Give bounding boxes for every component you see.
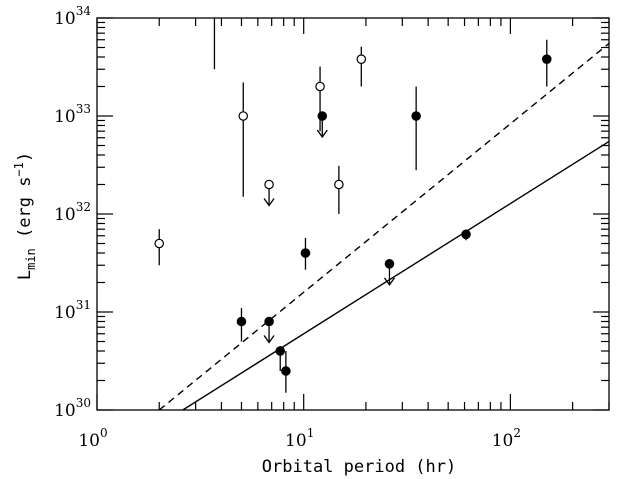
filled-circle-marker bbox=[236, 316, 247, 327]
x-tick-label: 100 bbox=[78, 426, 107, 451]
fit-lines bbox=[158, 42, 609, 410]
data-point bbox=[238, 82, 249, 197]
filled-circle-marker bbox=[317, 111, 328, 121]
filled-circle-marker bbox=[275, 346, 286, 356]
x-tick-label: 102 bbox=[492, 426, 521, 451]
open-circle-marker bbox=[334, 179, 344, 190]
data-point bbox=[541, 39, 552, 87]
data-point bbox=[315, 66, 325, 132]
x-axis-label: Orbital period (hr) bbox=[262, 457, 456, 477]
data-point bbox=[461, 229, 471, 241]
axis-ticks bbox=[96, 17, 610, 411]
data-point bbox=[383, 259, 395, 286]
upper-limit-arrowhead bbox=[383, 277, 395, 286]
data-point bbox=[316, 111, 328, 139]
upper-limit-arrowhead bbox=[316, 129, 328, 139]
filled-circle-marker bbox=[411, 111, 421, 121]
y-axis-label-sup: −1 bbox=[12, 162, 26, 176]
data-point bbox=[356, 46, 367, 87]
data-point bbox=[300, 237, 311, 270]
y-tick-label: 1034 bbox=[54, 4, 91, 29]
data-point bbox=[263, 316, 275, 344]
y-axis-label-end: ) bbox=[15, 152, 35, 162]
y-tick-label: 1032 bbox=[54, 200, 91, 225]
data-point bbox=[263, 179, 275, 207]
open-circle-marker bbox=[356, 54, 367, 64]
open-circle-marker bbox=[315, 81, 325, 92]
data-point bbox=[334, 165, 344, 214]
data-points bbox=[154, 18, 552, 393]
data-point bbox=[275, 345, 286, 372]
filled-circle-marker bbox=[384, 259, 395, 269]
solid-line bbox=[182, 140, 609, 410]
filled-circle-marker bbox=[264, 316, 274, 327]
data-point bbox=[281, 350, 291, 393]
y-axis-label-sub: min bbox=[24, 248, 38, 270]
dashed-line bbox=[158, 42, 609, 410]
upper-limit-arrowhead bbox=[263, 198, 275, 207]
y-tick-label: 1033 bbox=[54, 102, 91, 127]
data-point bbox=[411, 86, 421, 171]
open-circle-marker bbox=[238, 111, 249, 121]
filled-circle-marker bbox=[461, 229, 471, 240]
plot-frame bbox=[96, 17, 610, 411]
y-tick-label: 1030 bbox=[54, 396, 91, 421]
filled-circle-marker bbox=[300, 248, 311, 258]
y-axis-label-main: L bbox=[15, 270, 35, 280]
x-tick-label: 101 bbox=[285, 426, 314, 451]
upper-limit-arrowhead bbox=[263, 335, 275, 344]
data-point bbox=[154, 229, 165, 266]
filled-circle-marker bbox=[281, 366, 291, 376]
filled-circle-marker bbox=[541, 54, 552, 64]
y-axis-label: Lmin (erg s−1) bbox=[12, 152, 38, 280]
tick-labels: 100 101 102 1030 1031 1032 1033 1034 bbox=[54, 4, 521, 451]
y-tick-label: 1031 bbox=[54, 298, 91, 323]
data-point bbox=[236, 307, 247, 342]
y-axis-label-rest: (erg s bbox=[15, 177, 35, 249]
open-circle-marker bbox=[154, 238, 165, 249]
open-circle-marker bbox=[264, 179, 274, 190]
